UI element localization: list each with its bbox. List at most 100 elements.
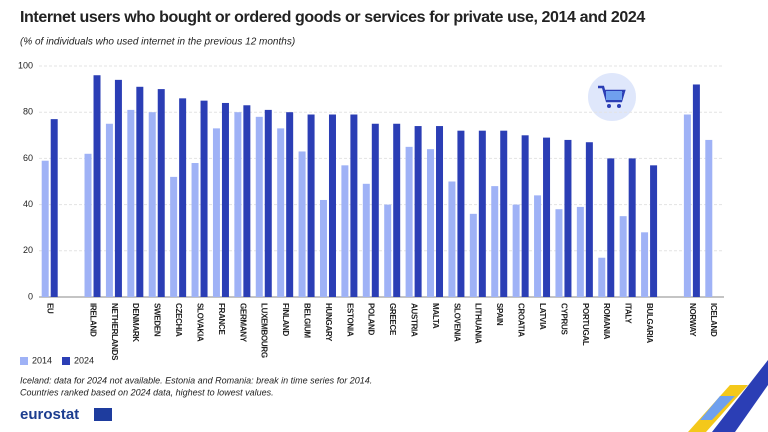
x-tick-label: EU — [46, 303, 55, 314]
bar — [500, 130, 508, 297]
bar — [362, 183, 370, 297]
bar — [148, 112, 156, 297]
chart-subtitle: (% of individuals who used internet in t… — [20, 37, 295, 48]
bar — [277, 128, 285, 297]
bar — [93, 75, 101, 298]
bar — [264, 109, 272, 297]
bar — [448, 181, 456, 297]
bar — [585, 142, 593, 297]
bar — [521, 135, 529, 297]
bar — [191, 163, 199, 297]
bar — [200, 100, 208, 298]
x-tick-label: DENMARK — [131, 303, 140, 342]
x-tick-label: GERMANY — [238, 303, 247, 343]
bar — [512, 204, 520, 297]
bar — [628, 158, 636, 297]
bar — [457, 130, 465, 297]
bar — [543, 137, 551, 297]
bar — [469, 213, 477, 297]
bar — [393, 123, 401, 297]
cart-icon — [586, 71, 638, 123]
bar — [41, 160, 49, 297]
logo: eurostat — [20, 406, 79, 423]
legend-swatch — [20, 357, 28, 365]
bar — [221, 102, 229, 298]
x-tick-label: LATVIA — [538, 303, 547, 330]
bar — [328, 114, 336, 297]
x-tick-label: CYPRUS — [559, 303, 568, 336]
bar — [170, 176, 178, 297]
x-tick-label: BULGARIA — [645, 303, 654, 343]
x-tick-label: SWEDEN — [153, 303, 162, 337]
bar — [576, 206, 584, 297]
y-tick-label: 60 — [23, 153, 33, 163]
x-tick-label: ROMANIA — [602, 303, 611, 340]
x-tick-label: PORTUGAL — [581, 303, 590, 346]
bar — [692, 84, 700, 297]
bar — [607, 158, 615, 297]
bar — [212, 128, 220, 297]
x-tick-label: SLOVENIA — [452, 303, 461, 342]
bar — [114, 79, 122, 297]
bar — [371, 123, 379, 297]
x-tick-label: SPAIN — [495, 303, 504, 326]
note: Iceland: data for 2024 not available. Es… — [20, 375, 372, 385]
bar — [427, 149, 435, 297]
y-tick-label: 20 — [23, 245, 33, 255]
x-tick-label: ITALY — [624, 303, 633, 324]
bar — [136, 86, 144, 297]
bar — [319, 199, 327, 297]
x-tick-label: SLOVAKIA — [195, 303, 204, 342]
x-tick-label: POLAND — [367, 303, 376, 336]
bar — [84, 153, 92, 297]
x-tick-label: AUSTRIA — [410, 303, 419, 337]
legend-label: 2024 — [74, 355, 94, 365]
bar — [405, 146, 413, 297]
bar — [350, 114, 358, 297]
legend-label: 2014 — [32, 355, 52, 365]
bar — [414, 126, 422, 297]
bar — [234, 112, 242, 297]
bar — [179, 98, 187, 297]
x-tick-label: FRANCE — [217, 303, 226, 335]
x-tick-label: NETHERLANDS — [110, 303, 119, 361]
x-tick-label: LITHUANIA — [474, 303, 483, 344]
bar — [619, 216, 627, 297]
x-tick-label: GREECE — [388, 303, 397, 336]
x-tick-label: IRELAND — [88, 303, 97, 337]
bar — [436, 126, 444, 297]
bar — [243, 105, 251, 298]
bar — [641, 232, 649, 297]
chart-title: Internet users who bought or ordered goo… — [20, 9, 645, 26]
eu-flag — [94, 408, 112, 421]
bar — [127, 109, 135, 297]
bar — [255, 116, 263, 297]
bar — [534, 195, 542, 297]
x-tick-label: NORWAY — [688, 303, 697, 337]
bar — [491, 186, 499, 297]
y-tick-label: 100 — [18, 60, 33, 70]
bar — [705, 139, 713, 297]
x-tick-label: MALTA — [431, 303, 440, 329]
bar — [384, 204, 392, 297]
bar — [650, 165, 658, 297]
x-tick-label: FINLAND — [281, 303, 290, 337]
bar — [478, 130, 486, 297]
bar — [286, 112, 294, 297]
bar — [50, 119, 58, 297]
x-tick-label: LUXEMBOURG — [260, 303, 269, 358]
note: Countries ranked based on 2024 data, hig… — [20, 387, 274, 397]
y-tick-label: 80 — [23, 107, 33, 117]
bar — [298, 151, 306, 297]
x-tick-label: CROATIA — [517, 303, 526, 337]
bar — [105, 123, 113, 297]
bar — [683, 114, 691, 297]
x-tick-label: CZECHIA — [174, 303, 183, 337]
x-tick-label: HUNGARY — [324, 303, 333, 342]
bar — [157, 89, 165, 297]
bar — [341, 165, 349, 297]
y-tick-label: 0 — [28, 291, 33, 301]
bar — [555, 209, 563, 297]
x-tick-label: BELGIUM — [302, 303, 311, 338]
